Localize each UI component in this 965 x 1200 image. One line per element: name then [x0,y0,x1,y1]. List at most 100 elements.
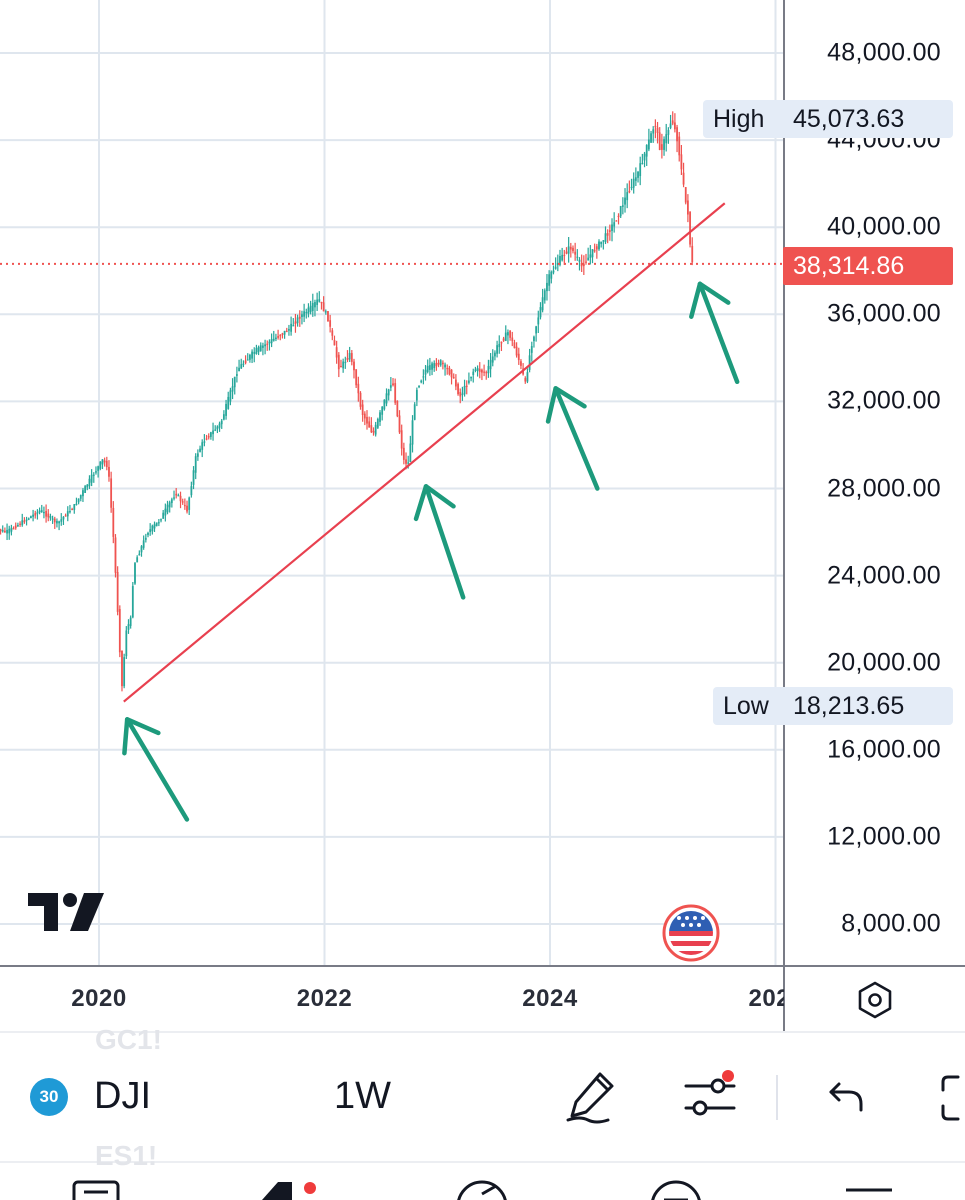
candle [229,387,232,406]
candle [164,503,167,522]
settings-hexagon-icon[interactable] [855,980,895,1020]
candle [580,254,583,272]
candle [79,494,82,502]
candle [600,241,603,248]
tradingview-logo-icon[interactable] [28,893,104,931]
candle [242,360,245,368]
candle [0,528,2,535]
annotation-arrow [413,484,466,600]
candle [101,459,104,470]
candle [530,341,533,362]
candle [309,300,312,315]
candle [114,534,117,578]
candle [511,331,514,347]
candle [170,497,173,508]
candle [216,425,219,434]
candle [533,335,535,348]
candle [574,242,577,261]
candle [357,376,360,402]
candle [569,242,572,258]
candle [244,355,247,365]
candle [3,527,6,534]
candle [275,333,277,342]
candle [415,387,418,407]
annotation-arrows [122,281,740,822]
candle [199,445,201,453]
candle [203,434,206,447]
candle [53,516,56,529]
candle [678,131,681,162]
candle [468,372,470,385]
candle [359,391,362,410]
candle [246,353,249,361]
symbol-button[interactable]: DJI [94,1075,151,1117]
candle [632,172,635,194]
interval-button[interactable]: 1W [334,1075,391,1117]
candle [196,449,199,461]
candle [10,524,13,536]
candle [589,245,592,265]
pencil-draw-icon[interactable] [562,1066,622,1126]
candle [214,425,217,432]
price-tick-label: 24,000.00 [827,561,941,590]
candle [71,507,74,511]
candle [595,243,598,259]
candle [476,365,479,377]
candle [25,516,28,526]
candle [444,362,446,376]
support-trendline[interactable] [123,202,726,703]
candle [598,239,600,251]
us-flag-icon[interactable] [662,904,720,962]
candle [370,417,373,434]
candle [268,339,271,351]
annotation-arrow [545,386,600,491]
undo-arrow-icon[interactable] [825,1078,869,1118]
price-tick-label: 32,000.00 [827,386,941,415]
candle [604,226,607,245]
candle [140,545,143,557]
candle [504,325,507,342]
candle [520,359,522,370]
candle [439,359,442,367]
candle [21,513,24,527]
candle [554,257,557,270]
last-price-label: 38,314.86 [783,247,953,285]
candle [561,247,564,262]
sliders-icon[interactable] [680,1066,740,1126]
candle [543,288,546,304]
candle [212,422,214,441]
candle [84,484,87,494]
candle [567,236,570,263]
time-tick-label: 202 [748,985,785,1012]
candle [95,466,97,475]
candle [376,417,379,429]
candle [205,434,208,441]
candle [40,504,43,513]
candle [593,243,596,253]
candle [264,339,266,355]
candle [515,342,518,358]
candle [8,525,11,540]
candle [231,378,234,400]
candle [281,332,284,339]
candle [474,366,477,373]
candle [177,493,180,497]
candle [92,472,95,483]
candle [253,347,256,363]
candle [643,151,646,168]
time-tick-label: 2024 [522,985,578,1012]
candle [73,503,76,514]
candle [682,162,685,188]
candle [687,194,689,223]
fullscreen-bracket-icon[interactable] [940,1074,965,1122]
candle [513,339,516,349]
candle [75,497,78,506]
candle [628,180,631,194]
candle [179,491,182,509]
candle [294,313,297,333]
candle [236,366,238,383]
bottom-nav-icons[interactable] [0,1170,965,1200]
candle [190,481,193,498]
candle [14,522,17,530]
